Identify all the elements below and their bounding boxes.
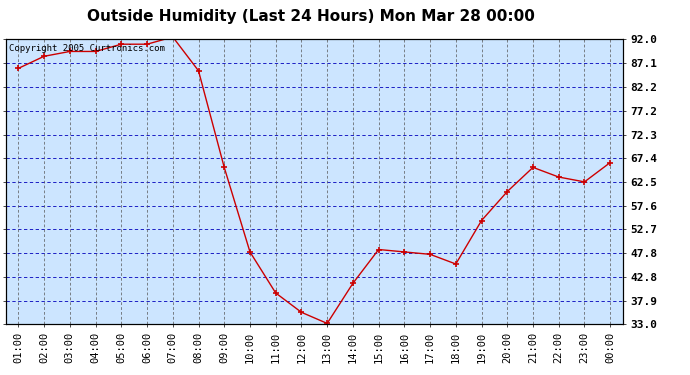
Text: Outside Humidity (Last 24 Hours) Mon Mar 28 00:00: Outside Humidity (Last 24 Hours) Mon Mar… [86,9,535,24]
Text: Copyright 2005 Curtronics.com: Copyright 2005 Curtronics.com [8,44,164,52]
